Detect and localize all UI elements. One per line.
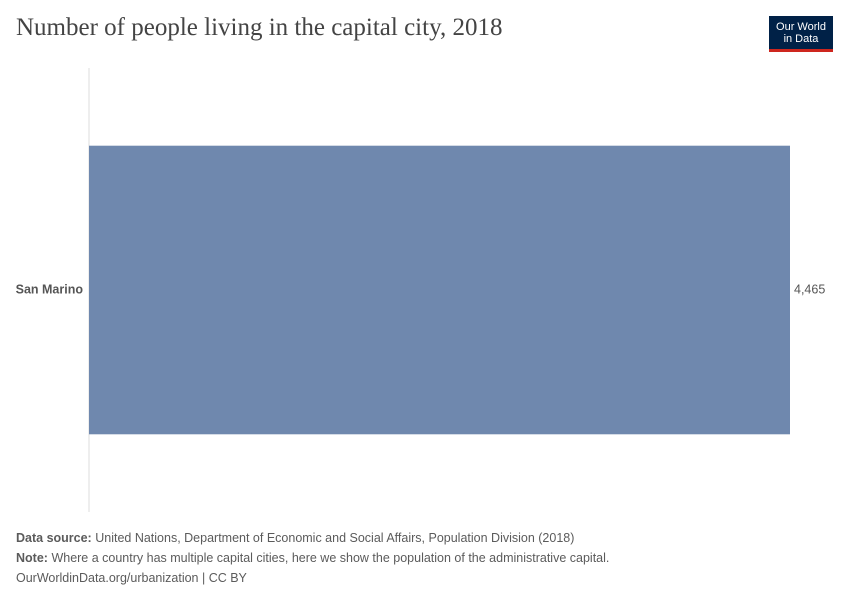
logo-line-2: in Data [783, 33, 819, 45]
note-line: Note: Where a country has multiple capit… [16, 548, 609, 568]
chart-footer: Data source: United Nations, Department … [16, 528, 609, 588]
value-label: 4,465 [794, 282, 825, 296]
logo-line-1: Our World [776, 21, 826, 33]
source-url[interactable]: OurWorldinData.org/urbanization | CC BY [16, 571, 247, 585]
note-label: Note: [16, 551, 48, 565]
source-line: Data source: United Nations, Department … [16, 528, 609, 548]
owid-logo[interactable]: Our World in Data [769, 16, 833, 52]
source-label: Data source: [16, 531, 92, 545]
source-text: United Nations, Department of Economic a… [95, 531, 575, 545]
chart-title: Number of people living in the capital c… [16, 14, 503, 41]
bar-group: San Marino 4,465 [16, 145, 825, 435]
note-text: Where a country has multiple capital cit… [51, 551, 610, 565]
bar-san-marino[interactable] [89, 145, 790, 435]
category-label: San Marino [16, 282, 84, 296]
